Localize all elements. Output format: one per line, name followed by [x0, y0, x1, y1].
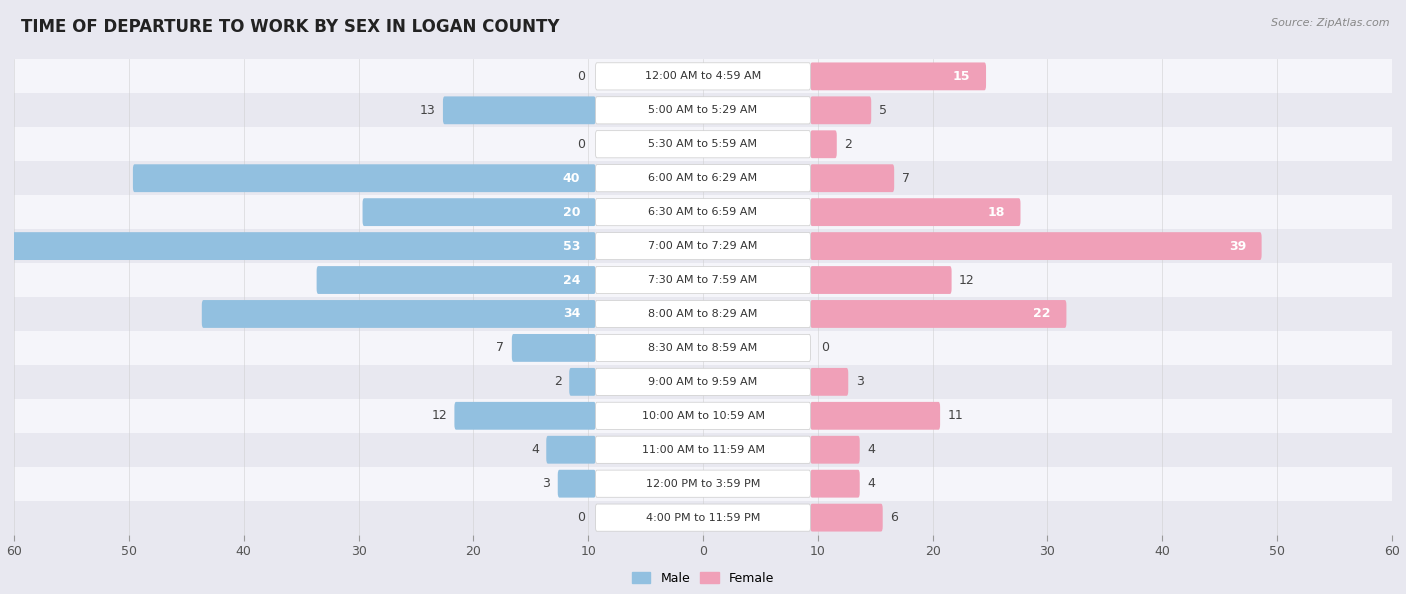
FancyBboxPatch shape — [512, 334, 596, 362]
FancyBboxPatch shape — [810, 470, 859, 498]
FancyBboxPatch shape — [596, 97, 810, 124]
Text: 7: 7 — [496, 342, 505, 355]
FancyBboxPatch shape — [596, 131, 810, 158]
Text: 24: 24 — [562, 273, 581, 286]
FancyBboxPatch shape — [558, 470, 596, 498]
Bar — [14, 365, 1392, 399]
FancyBboxPatch shape — [596, 165, 810, 192]
Text: 15: 15 — [953, 70, 970, 83]
Bar — [14, 195, 1392, 229]
FancyBboxPatch shape — [596, 504, 810, 531]
FancyBboxPatch shape — [596, 301, 810, 327]
FancyBboxPatch shape — [363, 198, 596, 226]
Text: 11: 11 — [948, 409, 963, 422]
FancyBboxPatch shape — [0, 232, 596, 260]
FancyBboxPatch shape — [810, 232, 1261, 260]
FancyBboxPatch shape — [596, 267, 810, 293]
Text: 4:00 PM to 11:59 PM: 4:00 PM to 11:59 PM — [645, 513, 761, 523]
Text: 11:00 AM to 11:59 AM: 11:00 AM to 11:59 AM — [641, 445, 765, 455]
FancyBboxPatch shape — [810, 198, 1021, 226]
FancyBboxPatch shape — [810, 62, 986, 90]
FancyBboxPatch shape — [810, 130, 837, 158]
Text: 39: 39 — [1229, 239, 1246, 252]
Text: 6:00 AM to 6:29 AM: 6:00 AM to 6:29 AM — [648, 173, 758, 183]
Text: 3: 3 — [856, 375, 863, 388]
Text: 34: 34 — [562, 308, 581, 321]
FancyBboxPatch shape — [596, 436, 810, 463]
FancyBboxPatch shape — [316, 266, 596, 294]
Text: 9:00 AM to 9:59 AM: 9:00 AM to 9:59 AM — [648, 377, 758, 387]
Bar — [14, 501, 1392, 535]
Bar — [14, 297, 1392, 331]
FancyBboxPatch shape — [810, 300, 1066, 328]
FancyBboxPatch shape — [810, 402, 941, 429]
FancyBboxPatch shape — [596, 368, 810, 396]
Bar — [14, 161, 1392, 195]
FancyBboxPatch shape — [569, 368, 596, 396]
FancyBboxPatch shape — [810, 504, 883, 532]
FancyBboxPatch shape — [443, 96, 596, 124]
Text: 5:30 AM to 5:59 AM: 5:30 AM to 5:59 AM — [648, 139, 758, 149]
Text: 8:00 AM to 8:29 AM: 8:00 AM to 8:29 AM — [648, 309, 758, 319]
Text: 13: 13 — [420, 104, 436, 117]
FancyBboxPatch shape — [202, 300, 596, 328]
Text: 12: 12 — [432, 409, 447, 422]
Bar — [14, 467, 1392, 501]
Text: 2: 2 — [844, 138, 852, 151]
Text: TIME OF DEPARTURE TO WORK BY SEX IN LOGAN COUNTY: TIME OF DEPARTURE TO WORK BY SEX IN LOGA… — [21, 18, 560, 36]
Bar — [14, 263, 1392, 297]
FancyBboxPatch shape — [810, 436, 859, 464]
Bar — [14, 59, 1392, 93]
Text: 0: 0 — [576, 70, 585, 83]
Text: 7:30 AM to 7:59 AM: 7:30 AM to 7:59 AM — [648, 275, 758, 285]
Bar — [14, 331, 1392, 365]
Text: 7: 7 — [901, 172, 910, 185]
Text: 12:00 AM to 4:59 AM: 12:00 AM to 4:59 AM — [645, 71, 761, 81]
Text: 22: 22 — [1033, 308, 1050, 321]
Text: 6:30 AM to 6:59 AM: 6:30 AM to 6:59 AM — [648, 207, 758, 217]
Text: 4: 4 — [868, 443, 875, 456]
Text: 0: 0 — [576, 511, 585, 524]
FancyBboxPatch shape — [596, 402, 810, 429]
Text: 7:00 AM to 7:29 AM: 7:00 AM to 7:29 AM — [648, 241, 758, 251]
FancyBboxPatch shape — [810, 165, 894, 192]
Bar — [14, 127, 1392, 161]
FancyBboxPatch shape — [596, 470, 810, 497]
FancyBboxPatch shape — [596, 198, 810, 226]
Bar — [14, 433, 1392, 467]
Text: 12:00 PM to 3:59 PM: 12:00 PM to 3:59 PM — [645, 479, 761, 489]
Bar — [14, 229, 1392, 263]
Text: 0: 0 — [576, 138, 585, 151]
Text: 53: 53 — [562, 239, 581, 252]
Text: 40: 40 — [562, 172, 581, 185]
FancyBboxPatch shape — [810, 96, 872, 124]
Text: 4: 4 — [531, 443, 538, 456]
Text: 8:30 AM to 8:59 AM: 8:30 AM to 8:59 AM — [648, 343, 758, 353]
Text: 18: 18 — [987, 206, 1005, 219]
FancyBboxPatch shape — [596, 232, 810, 260]
FancyBboxPatch shape — [596, 334, 810, 362]
FancyBboxPatch shape — [134, 165, 596, 192]
Text: 12: 12 — [959, 273, 974, 286]
Text: 20: 20 — [562, 206, 581, 219]
Text: 6: 6 — [890, 511, 898, 524]
Bar — [14, 93, 1392, 127]
Text: 2: 2 — [554, 375, 562, 388]
Text: 4: 4 — [868, 477, 875, 490]
Bar — [14, 399, 1392, 433]
Legend: Male, Female: Male, Female — [627, 567, 779, 590]
Text: Source: ZipAtlas.com: Source: ZipAtlas.com — [1271, 18, 1389, 28]
FancyBboxPatch shape — [454, 402, 596, 429]
FancyBboxPatch shape — [810, 368, 848, 396]
Text: 0: 0 — [821, 342, 830, 355]
FancyBboxPatch shape — [810, 266, 952, 294]
Text: 3: 3 — [543, 477, 550, 490]
FancyBboxPatch shape — [547, 436, 596, 464]
Text: 5:00 AM to 5:29 AM: 5:00 AM to 5:29 AM — [648, 105, 758, 115]
FancyBboxPatch shape — [596, 63, 810, 90]
Text: 10:00 AM to 10:59 AM: 10:00 AM to 10:59 AM — [641, 411, 765, 421]
Text: 5: 5 — [879, 104, 887, 117]
